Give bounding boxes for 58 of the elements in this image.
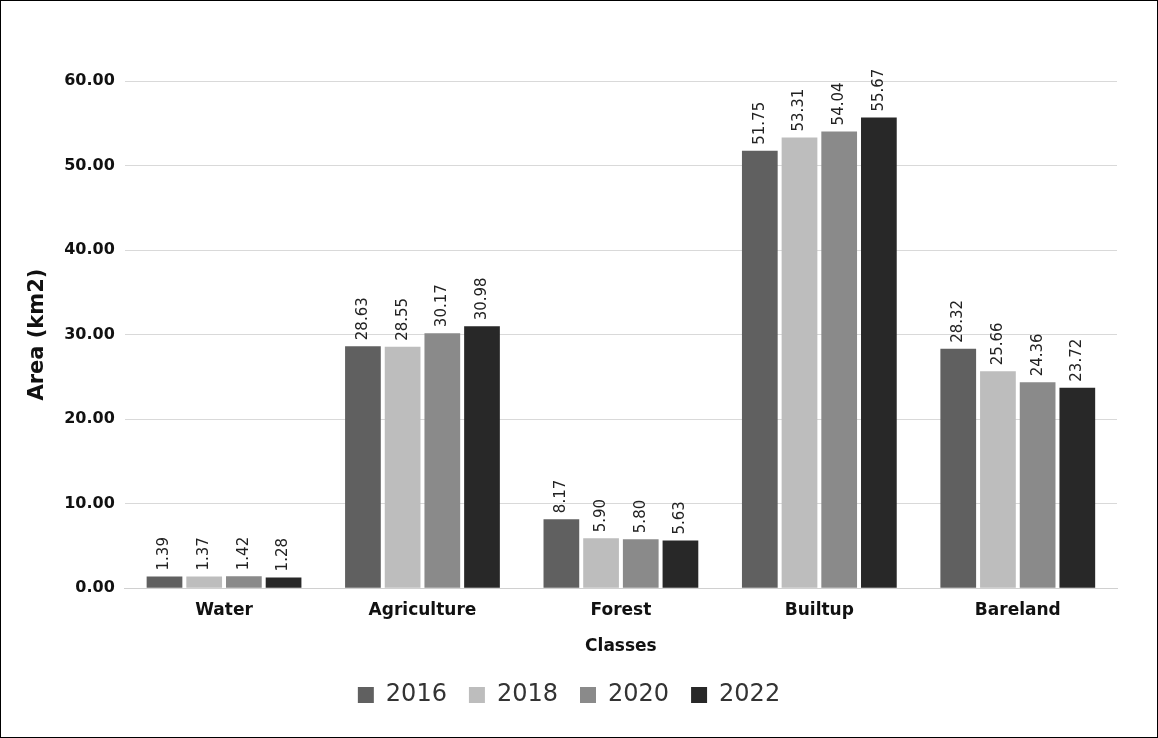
y-tick-label: 20.00 — [64, 408, 115, 428]
data-label: 25.66 — [987, 322, 1006, 366]
y-tick-label: 50.00 — [64, 154, 115, 174]
bar — [146, 576, 183, 588]
bar — [940, 348, 977, 588]
bar — [583, 538, 619, 588]
y-tick-label: 30.00 — [64, 323, 115, 343]
data-label: 28.55 — [392, 297, 411, 341]
data-label: 1.39 — [154, 537, 173, 571]
bar — [821, 131, 858, 588]
data-label: 24.36 — [1027, 333, 1046, 377]
bar — [226, 576, 262, 588]
y-tick-label: 60.00 — [64, 70, 115, 90]
bar — [345, 346, 381, 588]
data-label: 5.63 — [670, 501, 689, 535]
legend-label: 2018 — [496, 679, 558, 708]
data-label: 5.90 — [590, 498, 609, 533]
bar — [424, 333, 461, 588]
bar — [622, 539, 659, 588]
y-axis-title: Area (km2) — [24, 268, 49, 401]
data-label: 51.75 — [749, 101, 768, 145]
x-tick-label: Forest — [590, 598, 652, 619]
bar — [1019, 382, 1056, 588]
bar — [464, 326, 500, 588]
y-tick-label: 0.00 — [75, 577, 115, 597]
x-axis-title: Classes — [585, 635, 657, 656]
x-tick-label: Water — [195, 598, 254, 619]
bar — [186, 576, 223, 588]
legend-label: 2022 — [719, 679, 781, 708]
data-label: 1.37 — [194, 537, 213, 571]
y-tick-label: 40.00 — [64, 239, 115, 259]
data-label: 30.17 — [432, 284, 451, 328]
data-label: 30.98 — [471, 277, 490, 321]
bar — [1059, 387, 1096, 588]
bar — [265, 577, 302, 588]
bar — [861, 117, 897, 588]
x-tick-label: Builtup — [784, 598, 854, 619]
legend-label: 2020 — [608, 679, 670, 708]
data-label: 8.17 — [551, 479, 570, 514]
data-label: 28.32 — [948, 299, 967, 343]
legend-label: 2016 — [385, 679, 447, 708]
data-label: 54.04 — [829, 82, 848, 126]
bar — [980, 371, 1016, 588]
bar — [543, 519, 580, 588]
x-tick-label: Agriculture — [368, 598, 477, 619]
data-label: 53.31 — [789, 88, 808, 132]
bar — [741, 150, 778, 588]
data-label: 55.67 — [868, 68, 887, 112]
bar — [781, 137, 818, 588]
bar — [662, 540, 699, 588]
y-tick-label: 10.00 — [64, 492, 115, 512]
data-label: 23.72 — [1067, 338, 1086, 382]
data-label: 5.80 — [630, 499, 649, 534]
data-label: 1.28 — [273, 537, 292, 572]
data-label: 28.63 — [352, 297, 371, 341]
x-tick-label: Bareland — [974, 598, 1061, 619]
bar — [384, 346, 421, 588]
data-label: 1.42 — [233, 536, 252, 571]
